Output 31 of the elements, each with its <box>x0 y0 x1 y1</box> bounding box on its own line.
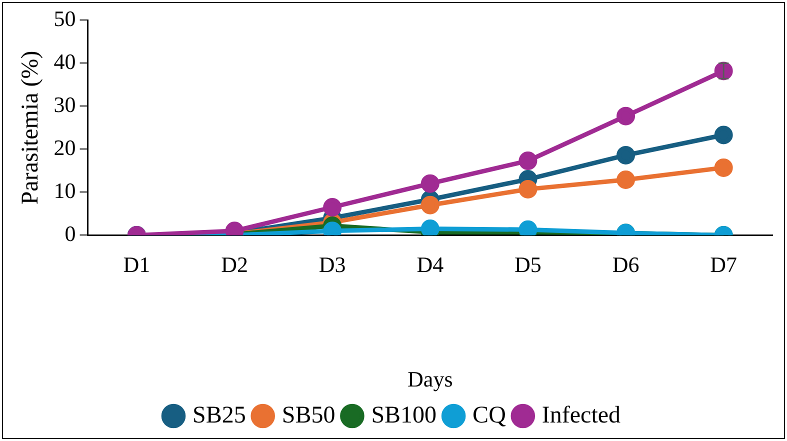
y-tick-label: 40 <box>54 48 76 74</box>
y-axis-title: Parasitemia (%) <box>18 50 44 205</box>
point <box>323 198 342 216</box>
legend-label: Infected <box>542 402 621 428</box>
x-tick-label: D1 <box>123 252 150 278</box>
point <box>616 170 636 189</box>
y-tick-label: 10 <box>54 178 76 203</box>
legend-label: SB25 <box>192 402 246 428</box>
x-tick-label: D4 <box>416 252 444 278</box>
x-tick-label: D5 <box>514 252 542 278</box>
y-tick-label: 30 <box>54 92 76 117</box>
x-tick-label: D2 <box>221 252 248 278</box>
y-tick-label: 20 <box>54 134 76 160</box>
point <box>714 126 733 144</box>
legend-label: SB100 <box>371 402 437 428</box>
x-axis-title: Days <box>408 366 453 392</box>
point <box>518 152 538 170</box>
x-tick-label: D7 <box>710 252 738 278</box>
point <box>616 106 636 126</box>
legend-label: CQ <box>472 402 506 428</box>
point <box>714 62 733 80</box>
point <box>714 158 733 177</box>
legend-label: SB50 <box>282 402 336 428</box>
y-tick-label: 0 <box>64 220 76 246</box>
y-tick-label: 50 <box>54 6 76 31</box>
point <box>420 174 440 193</box>
point <box>420 196 440 214</box>
x-tick-label: D3 <box>318 252 346 278</box>
point <box>616 146 636 164</box>
x-tick-label: D6 <box>612 252 640 278</box>
point <box>518 180 538 198</box>
